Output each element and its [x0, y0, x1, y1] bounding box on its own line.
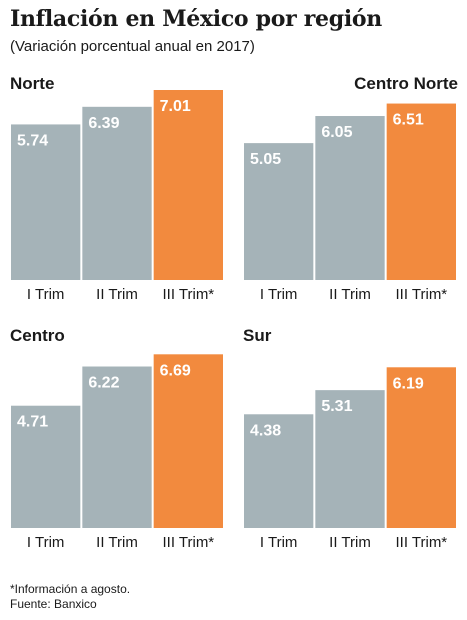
bar-sur-i-trim: [244, 414, 314, 528]
panel-title-centro: Centro: [10, 326, 65, 345]
tick-label-norte-i-trim: I Trim: [27, 286, 65, 303]
tick-label-sur-ii-trim: II Trim: [329, 534, 371, 551]
bar-norte-i-trim: [11, 124, 81, 280]
source-text: Fuente: Banxico: [10, 597, 97, 611]
bar-sur-ii-trim: [315, 390, 385, 528]
bar-centro-iii-trim: [153, 354, 223, 528]
tick-label-centro-i-trim: I Trim: [27, 534, 65, 551]
data-label-centro-norte-i-trim: 5.05: [250, 151, 281, 168]
chart-title: Inflación en México por región: [10, 6, 382, 32]
chart-subtitle: (Variación porcentual anual en 2017): [10, 38, 255, 55]
tick-label-sur-iii-trim: III Trim*: [395, 534, 447, 551]
panel-title-sur: Sur: [243, 326, 272, 345]
panel-title-centro-norte: Centro Norte: [354, 74, 458, 93]
data-label-centro-ii-trim: 6.22: [88, 375, 119, 392]
tick-label-norte-ii-trim: II Trim: [96, 286, 138, 303]
tick-label-sur-i-trim: I Trim: [260, 534, 298, 551]
bar-centro-norte-ii-trim: [315, 116, 385, 280]
bar-norte-iii-trim: [153, 90, 223, 280]
data-label-sur-ii-trim: 5.31: [321, 398, 352, 415]
bar-sur-iii-trim: [386, 367, 456, 528]
bar-centro-norte-iii-trim: [386, 103, 456, 281]
chart-centro: 4.71 I Trim 6.22 II Trim 6.69 III Trim*: [11, 354, 223, 551]
tick-label-centro-iii-trim: III Trim*: [162, 534, 214, 551]
tick-label-centro-ii-trim: II Trim: [96, 534, 138, 551]
data-label-centro-i-trim: 4.71: [17, 414, 48, 431]
bar-centro-ii-trim: [82, 366, 152, 528]
panel-title-norte: Norte: [10, 74, 55, 93]
data-label-sur-i-trim: 4.38: [250, 422, 281, 439]
bar-centro-norte-i-trim: [244, 143, 314, 280]
chart-norte: 5.74 I Trim 6.39 II Trim 7.01 III Trim*: [11, 90, 223, 303]
data-label-sur-iii-trim: 6.19: [393, 375, 424, 392]
data-label-norte-ii-trim: 6.39: [88, 115, 119, 132]
data-label-norte-iii-trim: 7.01: [160, 98, 191, 115]
chart-centro-norte: 5.05 I Trim 6.05 II Trim 6.51 III Trim*: [244, 103, 456, 303]
chart-sur: 4.38 I Trim 5.31 II Trim 6.19 III Trim*: [244, 367, 456, 551]
tick-label-centro-norte-iii-trim: III Trim*: [395, 286, 447, 303]
footnote-block: *Información a agosto. Fuente: Banxico: [10, 582, 130, 612]
footnote-text: *Información a agosto.: [10, 582, 131, 596]
data-label-centro-norte-iii-trim: 6.51: [393, 112, 424, 129]
data-label-norte-i-trim: 5.74: [17, 132, 48, 149]
bar-norte-ii-trim: [82, 106, 152, 280]
bar-centro-i-trim: [11, 405, 81, 528]
tick-label-norte-iii-trim: III Trim*: [162, 286, 214, 303]
tick-label-centro-norte-i-trim: I Trim: [260, 286, 298, 303]
data-label-centro-iii-trim: 6.69: [160, 362, 191, 379]
tick-label-centro-norte-ii-trim: II Trim: [329, 286, 371, 303]
data-label-centro-norte-ii-trim: 6.05: [321, 124, 352, 141]
